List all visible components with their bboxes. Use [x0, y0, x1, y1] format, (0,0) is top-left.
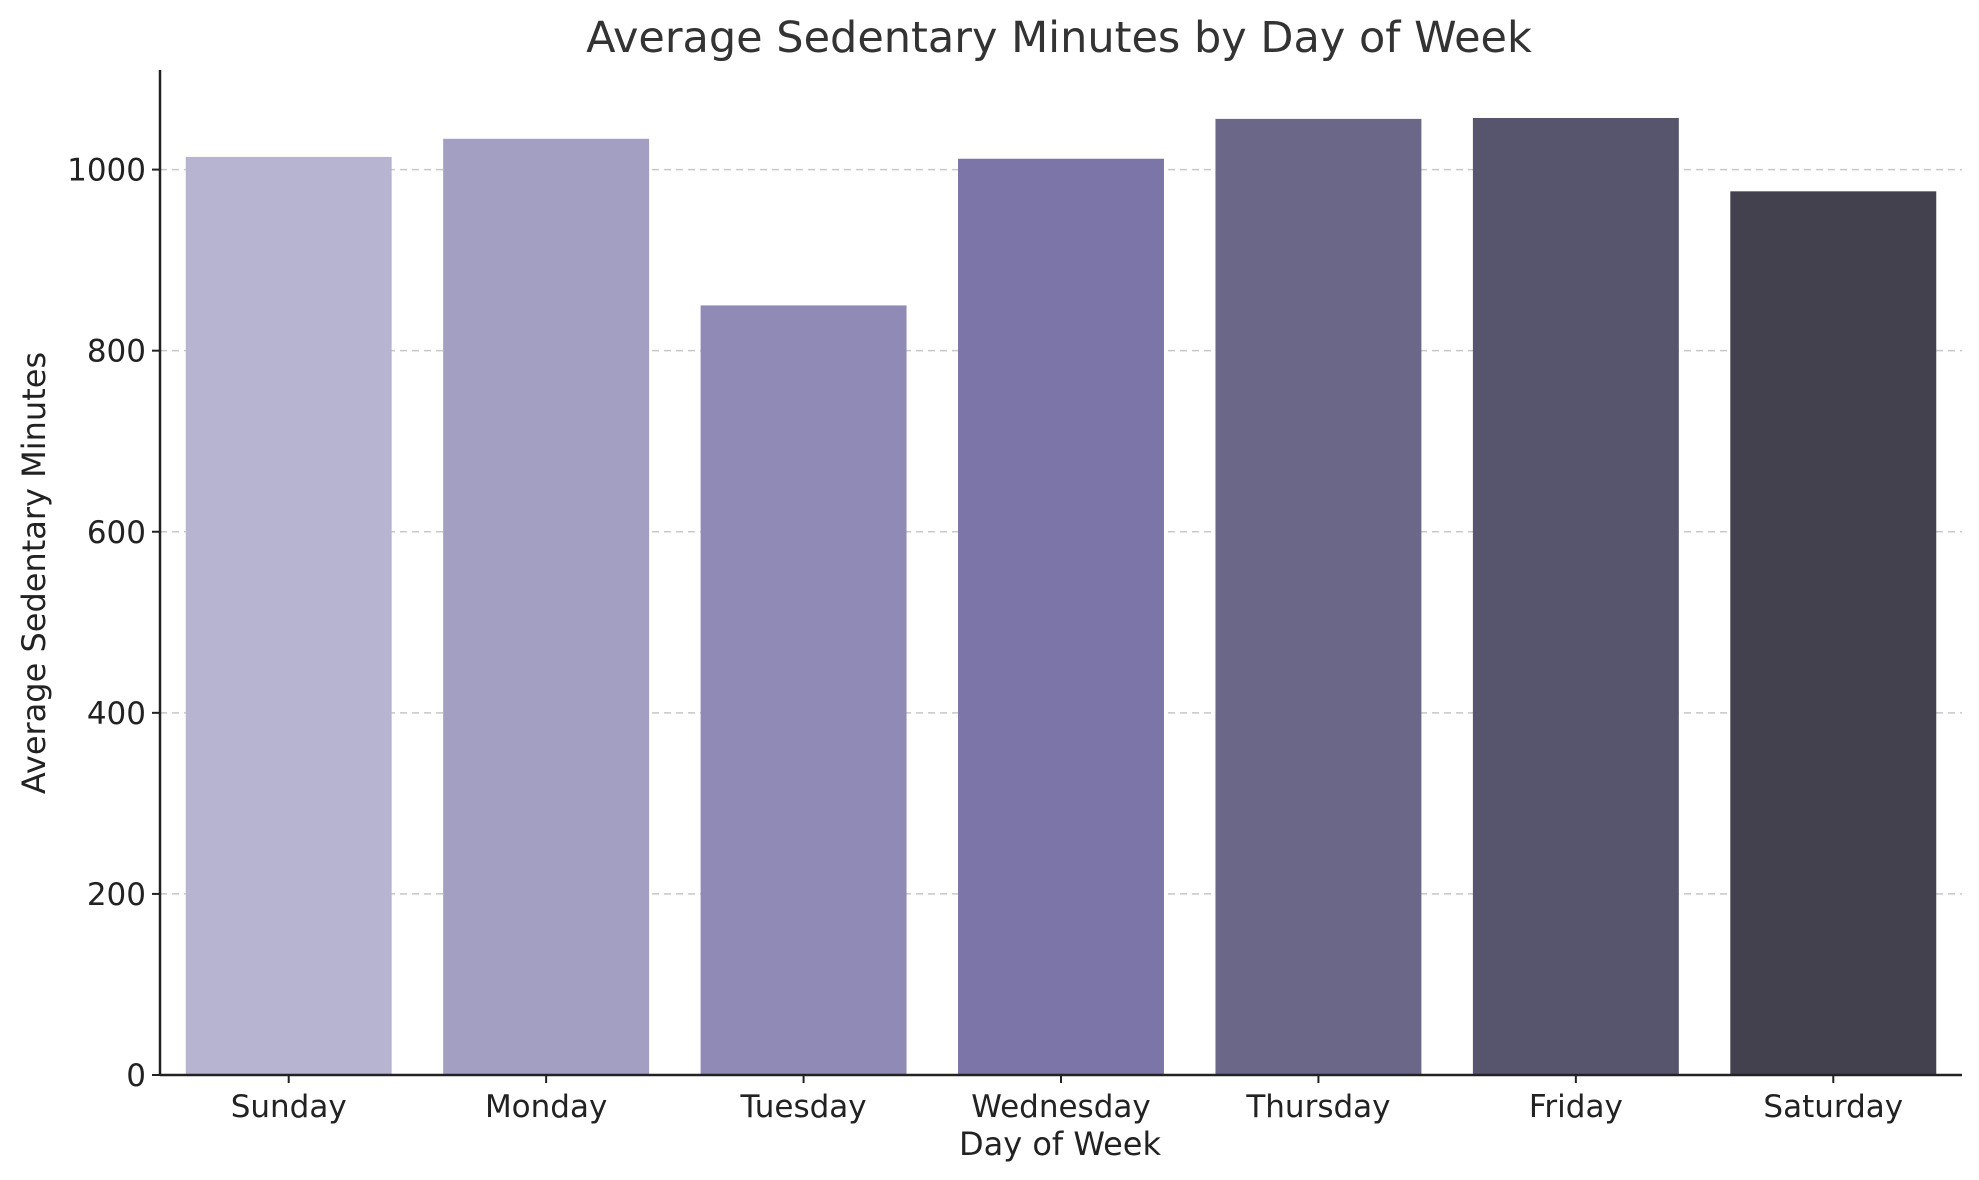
chart-title: Average Sedentary Minutes by Day of Week	[586, 13, 1532, 63]
x-tick-label: Sunday	[231, 1089, 347, 1125]
x-tick-label: Saturday	[1763, 1089, 1903, 1125]
x-axis-label: Day of Week	[959, 1125, 1162, 1163]
y-tick-label: 600	[87, 515, 146, 551]
y-tick-label: 1000	[67, 153, 146, 189]
x-tick-label: Thursday	[1245, 1089, 1390, 1125]
bar-friday	[1472, 117, 1679, 1075]
y-tick-label: 0	[126, 1058, 146, 1094]
bar-wednesday	[958, 158, 1164, 1075]
x-tick-label: Friday	[1529, 1089, 1623, 1125]
x-tick-label: Wednesday	[971, 1089, 1150, 1125]
bar-monday	[443, 138, 650, 1076]
bar-tuesday	[700, 305, 907, 1075]
y-tick-label: 800	[87, 334, 146, 370]
y-axis-label: Average Sedentary Minutes	[15, 352, 53, 794]
y-tick-label: 400	[87, 696, 146, 732]
bars	[185, 117, 1937, 1076]
x-axis-ticks: Sunday Monday Tuesday Wednesday Thursday Frid…	[231, 1075, 1903, 1125]
bar-sunday	[185, 156, 392, 1075]
x-tick-label: Tuesday	[740, 1089, 867, 1125]
y-tick-label: 200	[87, 877, 146, 913]
x-tick-label: Monday	[485, 1089, 607, 1125]
bar-thursday	[1215, 118, 1422, 1075]
bar-saturday	[1730, 191, 1937, 1075]
y-axis-ticks: 0 200 400 600 800 1000	[67, 153, 160, 1094]
